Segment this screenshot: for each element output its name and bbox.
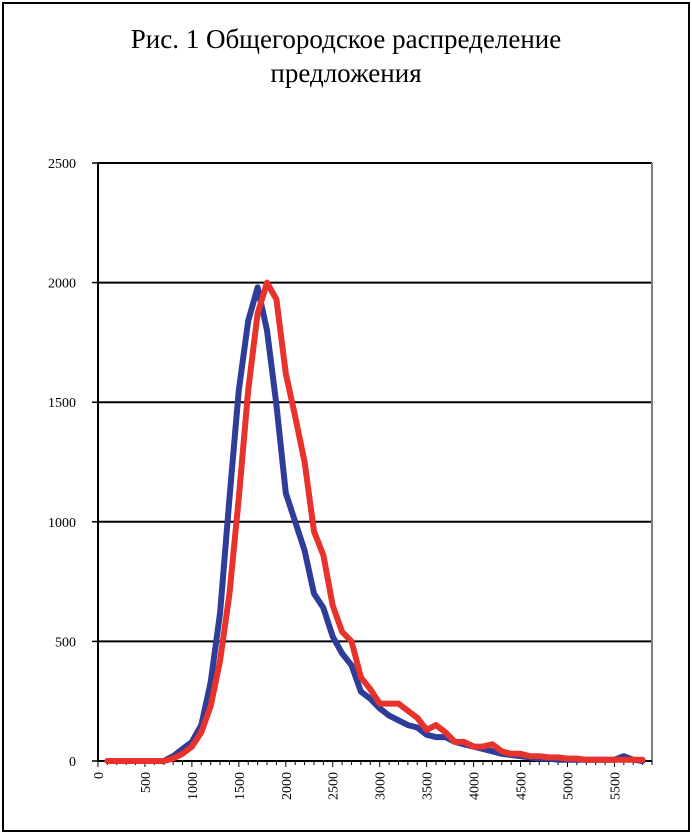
series-line-1 — [104, 284, 646, 764]
x-tick-label-2500: 2500 — [327, 772, 342, 800]
x-tick-label-5000: 5000 — [561, 772, 576, 800]
x-tick-label-0: 0 — [92, 772, 107, 779]
y-tick-label-500: 500 — [55, 635, 76, 650]
x-tick-label-4500: 4500 — [515, 772, 530, 800]
x-tick-label-2000: 2000 — [280, 772, 295, 800]
chart-title-line-2: предложения — [270, 58, 422, 88]
y-tick-label-2500: 2500 — [48, 157, 76, 172]
x-tick-label-500: 500 — [139, 772, 154, 793]
x-tick-label-3000: 3000 — [374, 772, 389, 800]
series-line-2 — [104, 279, 646, 764]
y-tick-label-1500: 1500 — [48, 396, 76, 411]
y-tick-label-2000: 2000 — [48, 277, 76, 292]
chart-title: Рис. 1 Общегородское распределение предл… — [0, 22, 692, 90]
x-tick-label-1500: 1500 — [233, 772, 248, 800]
x-tick-label-1000: 1000 — [186, 772, 201, 800]
x-tick-label-5500: 5500 — [608, 772, 623, 800]
y-tick-label-0: 0 — [69, 755, 76, 770]
chart-title-line-1: Рис. 1 Общегородское распределение — [130, 24, 562, 54]
y-tick-label-1000: 1000 — [48, 516, 76, 531]
x-tick-label-4000: 4000 — [468, 772, 483, 800]
x-tick-label-3500: 3500 — [421, 772, 436, 800]
